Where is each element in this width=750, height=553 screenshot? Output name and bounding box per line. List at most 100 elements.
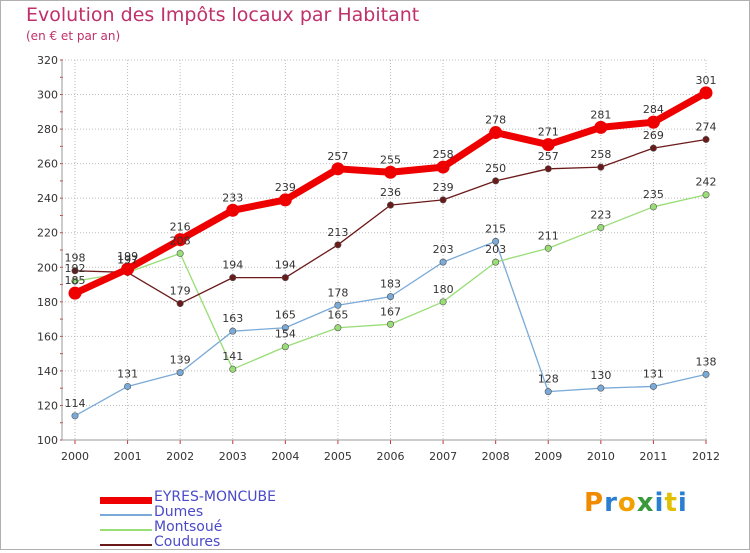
y-tick-label: 300 xyxy=(37,89,58,102)
data-label: 223 xyxy=(590,209,611,222)
legend-label: Dumes xyxy=(154,504,204,520)
data-label: 250 xyxy=(485,162,506,175)
data-point xyxy=(436,160,450,174)
x-tick-label: 2004 xyxy=(271,450,299,463)
data-point xyxy=(597,384,605,392)
data-point xyxy=(594,120,608,134)
y-tick-label: 140 xyxy=(37,365,58,378)
x-tick-label: 2002 xyxy=(166,450,194,463)
x-tick-label: 2006 xyxy=(377,450,405,463)
data-label: 216 xyxy=(170,221,191,234)
x-tick-label: 2001 xyxy=(114,450,142,463)
data-point xyxy=(439,196,447,204)
legend-swatch xyxy=(100,529,152,531)
y-tick-label: 260 xyxy=(37,158,58,171)
x-tick-label: 2012 xyxy=(692,450,720,463)
y-tick-label: 200 xyxy=(37,261,58,274)
data-point xyxy=(334,241,342,249)
data-point xyxy=(334,301,342,309)
data-point xyxy=(71,267,79,275)
data-point xyxy=(646,115,660,129)
data-label: 213 xyxy=(327,226,348,239)
data-point xyxy=(386,293,394,301)
data-point xyxy=(278,193,292,207)
data-point xyxy=(702,135,710,143)
data-point xyxy=(439,258,447,266)
x-tick-label: 2008 xyxy=(482,450,510,463)
data-label: 194 xyxy=(275,259,296,272)
data-label: 211 xyxy=(538,229,559,242)
x-tick-label: 2005 xyxy=(324,450,352,463)
data-point xyxy=(699,86,713,100)
data-label: 185 xyxy=(65,274,86,287)
data-point xyxy=(176,249,184,257)
y-tick-label: 100 xyxy=(37,434,58,447)
data-point xyxy=(702,191,710,199)
data-label: 236 xyxy=(380,186,401,199)
data-label: 131 xyxy=(117,367,138,380)
data-label: 138 xyxy=(696,355,717,368)
x-tick-label: 2011 xyxy=(639,450,667,463)
data-label: 165 xyxy=(275,309,296,322)
x-tick-label: 2010 xyxy=(587,450,615,463)
data-label: 165 xyxy=(327,309,348,322)
data-point xyxy=(124,382,132,390)
legend-swatch xyxy=(100,496,152,504)
data-point xyxy=(541,138,555,152)
data-point xyxy=(492,237,500,245)
legend-label: Montsoué xyxy=(154,519,223,535)
data-point xyxy=(229,365,237,373)
y-tick-label: 180 xyxy=(37,296,58,309)
y-tick-label: 240 xyxy=(37,192,58,205)
data-label: 130 xyxy=(590,369,611,382)
data-label: 128 xyxy=(538,373,559,386)
data-point xyxy=(281,324,289,332)
data-point xyxy=(176,300,184,308)
y-tick-label: 220 xyxy=(37,227,58,240)
data-point xyxy=(71,412,79,420)
chart-subtitle: (en € et par an) xyxy=(26,29,121,43)
data-label: 233 xyxy=(222,191,243,204)
data-point xyxy=(68,286,82,300)
data-label: 208 xyxy=(170,234,191,247)
x-tick-label: 2000 xyxy=(61,450,89,463)
data-point xyxy=(229,274,237,282)
data-label: 163 xyxy=(222,312,243,325)
data-label: 271 xyxy=(538,126,559,139)
data-point xyxy=(649,382,657,390)
data-label: 194 xyxy=(222,259,243,272)
legend-label: Coudures xyxy=(154,534,221,550)
data-label: 278 xyxy=(485,114,506,127)
data-point xyxy=(121,262,135,276)
data-label: 183 xyxy=(380,278,401,291)
data-point xyxy=(544,165,552,173)
data-label: 274 xyxy=(696,120,717,133)
data-point xyxy=(334,324,342,332)
data-label: 281 xyxy=(590,108,611,121)
x-tick-label: 2003 xyxy=(219,450,247,463)
data-point xyxy=(226,203,240,217)
data-label: 239 xyxy=(433,181,454,194)
data-label: 198 xyxy=(65,252,86,265)
y-tick-label: 280 xyxy=(37,123,58,136)
data-point xyxy=(492,177,500,185)
data-point xyxy=(649,144,657,152)
proxiti-logo: Proxiti xyxy=(584,488,688,518)
legend-swatch xyxy=(100,544,152,546)
data-label: 180 xyxy=(433,283,454,296)
data-point xyxy=(384,165,397,179)
data-label: 269 xyxy=(643,129,664,142)
data-label: 114 xyxy=(65,397,86,410)
data-point xyxy=(649,203,657,211)
data-label: 284 xyxy=(643,103,664,116)
data-label: 215 xyxy=(485,222,506,235)
line-chart: 100 120 140 160 180 200 220 240 260 280 300 320 2000… xyxy=(37,54,720,463)
data-label: 178 xyxy=(327,286,348,299)
data-point xyxy=(281,343,289,351)
data-label: 255 xyxy=(380,153,401,166)
data-label: 258 xyxy=(433,148,454,161)
data-label: 203 xyxy=(433,243,454,256)
data-label: 203 xyxy=(485,243,506,256)
x-tick-label: 2007 xyxy=(429,450,457,463)
data-point xyxy=(597,224,605,232)
